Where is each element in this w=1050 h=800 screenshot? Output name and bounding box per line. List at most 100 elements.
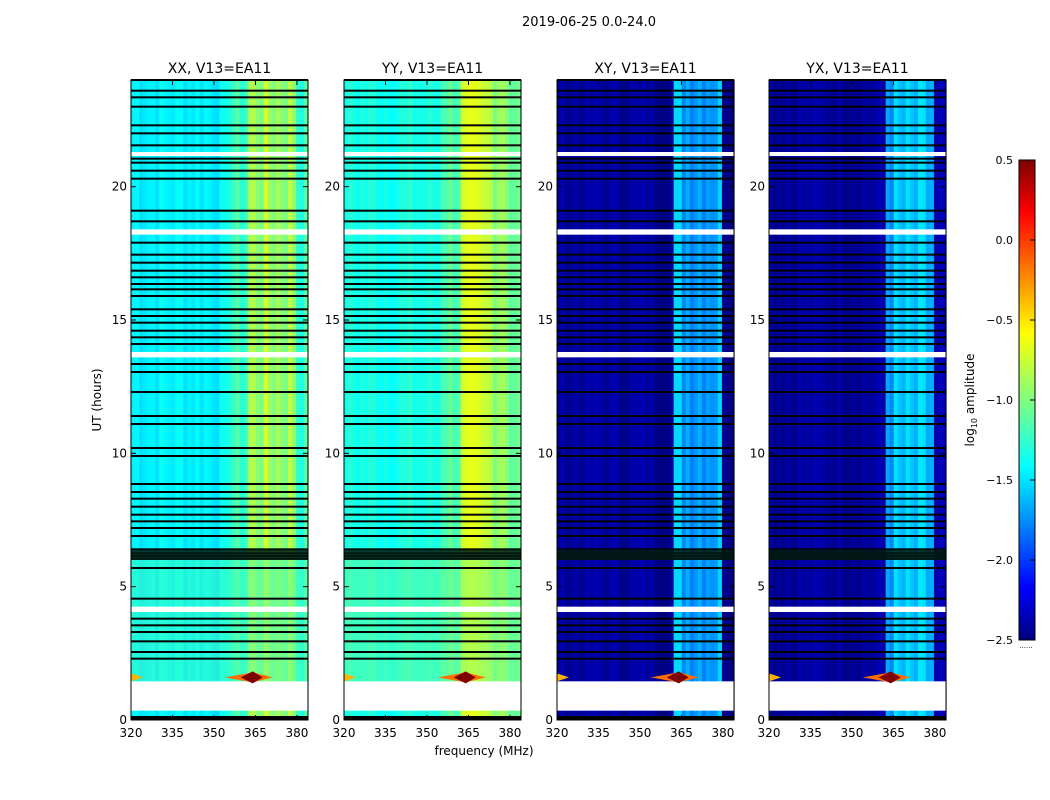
heatmap-column (448, 80, 454, 720)
flagged-row (769, 455, 946, 457)
gap-row (557, 606, 734, 612)
heatmap-column (909, 80, 915, 720)
flagged-row (557, 269, 734, 272)
heatmap-column (428, 80, 434, 720)
rfi-burst (666, 671, 689, 684)
heatmap-column (299, 80, 305, 720)
flagged-row (557, 497, 734, 500)
heatmap-column (259, 80, 265, 720)
flagged-row (557, 640, 734, 643)
flagged-row (769, 276, 946, 279)
y-tick-label: 10 (325, 446, 340, 460)
flagged-row (344, 491, 521, 493)
x-tick-label: 320 (546, 726, 569, 740)
heatmap-column (231, 80, 237, 720)
gap-row (131, 681, 308, 711)
heatmap-column (901, 80, 907, 720)
flagged-row (344, 241, 521, 244)
heatmap-column (247, 80, 253, 720)
gap-row (769, 229, 946, 235)
flagged-row (131, 631, 308, 633)
heatmap-column (681, 80, 687, 720)
flagged-row (344, 161, 521, 164)
panel-3: XY, V13=EA11 320 335 350 365 380 0 5 10 15 20 (538, 61, 735, 740)
y-tick-label: 15 (325, 313, 340, 327)
heatmap-column (653, 80, 659, 720)
flagged-row (557, 505, 734, 508)
flagged-row (344, 535, 521, 537)
flagged-row (769, 617, 946, 620)
heatmap-column (817, 80, 822, 720)
panel-1: XX, V13=EA11 320 335 350 365 380 0 5 10 15 20 (112, 61, 309, 740)
heatmap-column (649, 80, 655, 720)
y-tick-label: 20 (112, 180, 127, 194)
flagged-row (344, 343, 521, 345)
gap-row (131, 606, 308, 612)
flagged-row (344, 447, 521, 449)
heatmap-column (617, 80, 622, 720)
flagged-row (769, 269, 946, 272)
y-tick-label: 10 (112, 446, 127, 460)
heatmap-column (805, 80, 810, 720)
flagged-row (131, 132, 308, 135)
flagged-row (769, 315, 946, 317)
flagged-row (131, 371, 308, 373)
flagged-row (769, 220, 946, 223)
flagged-row (344, 283, 521, 285)
flagged-row (557, 391, 734, 393)
flagged-row (769, 423, 946, 425)
heatmap-column (263, 80, 269, 720)
flagged-row (131, 96, 308, 99)
heatmap-column (869, 80, 875, 720)
flagged-row (131, 617, 308, 620)
flagged-row (769, 295, 946, 297)
flagged-row (131, 657, 308, 660)
rfi-burst-edge (769, 673, 781, 682)
y-tick-label: 0 (545, 713, 553, 727)
colorbar-label-log: log (963, 428, 977, 446)
heatmap-column (773, 80, 778, 720)
flagged-row (769, 89, 946, 92)
flagged-row (769, 657, 946, 660)
flagged-row (769, 132, 946, 135)
heatmap-column (701, 80, 707, 720)
flagged-block (769, 716, 946, 720)
y-tick-label: 5 (332, 580, 340, 594)
flagged-row (344, 220, 521, 223)
flagged-row (769, 483, 946, 485)
heatmap-column (291, 80, 297, 720)
gap-row (769, 606, 946, 612)
heatmap-column (348, 80, 353, 720)
heatmap-column (420, 80, 426, 720)
flagged-row (557, 343, 734, 345)
flagged-block (557, 549, 734, 560)
flagged-row (557, 96, 734, 99)
heatmap-column (392, 80, 397, 720)
gap-row (557, 229, 734, 235)
flagged-row (557, 276, 734, 279)
heatmap-column (243, 80, 249, 720)
heatmap-column (933, 80, 939, 720)
flagged-row (769, 283, 946, 285)
flagged-row (344, 253, 521, 256)
gap-row (344, 229, 521, 235)
flagged-row (131, 447, 308, 449)
flagged-row (344, 89, 521, 92)
flagged-row (131, 177, 308, 180)
flagged-row (557, 336, 734, 339)
panel-frame (768, 79, 947, 721)
flagged-row (344, 276, 521, 279)
flagged-row (131, 295, 308, 297)
heatmap-column (151, 80, 156, 720)
heatmap-column (621, 80, 626, 720)
heatmap-column (645, 80, 651, 720)
panel-title: YY, V13=EA11 (381, 61, 483, 77)
heatmap-column (781, 80, 786, 720)
heatmap-column (283, 80, 289, 720)
flagged-row (344, 329, 521, 332)
x-tick-label: 380 (285, 726, 308, 740)
heatmap-column (187, 80, 192, 720)
heatmap-column (456, 80, 462, 720)
flagged-row (131, 321, 308, 324)
heatmap-column (211, 80, 217, 720)
